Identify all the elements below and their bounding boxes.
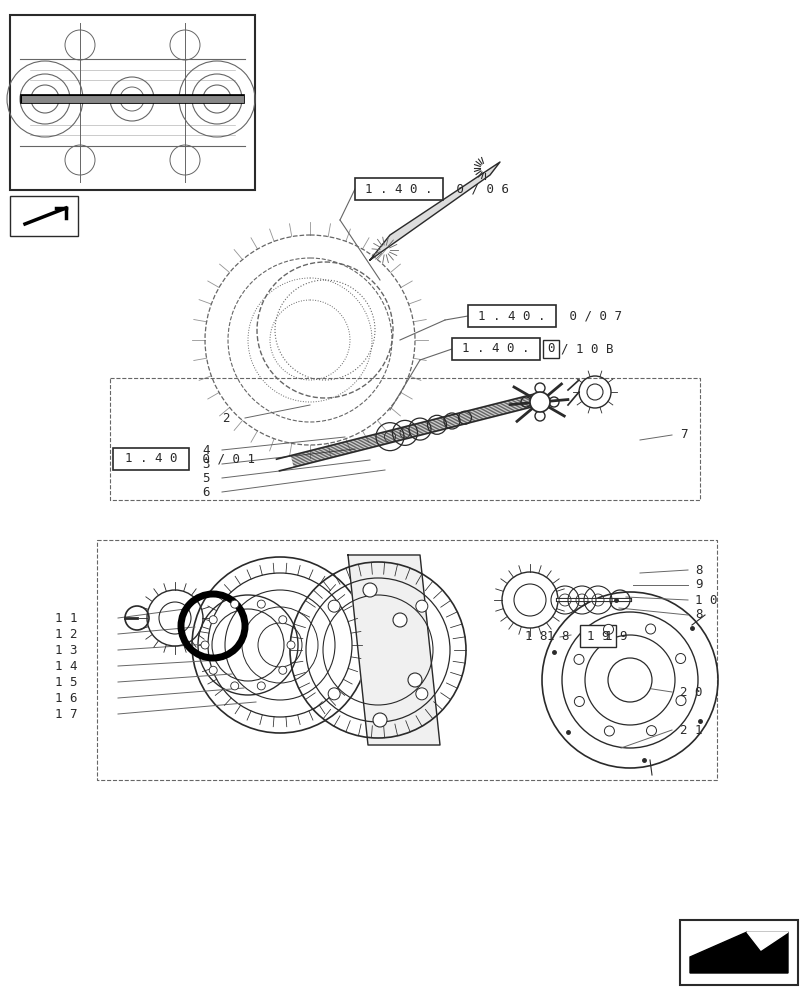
Bar (10, 196, 78, 236)
Bar (113, 448, 189, 470)
Circle shape (257, 682, 265, 690)
Bar (467, 305, 556, 327)
Circle shape (573, 654, 583, 664)
Polygon shape (370, 162, 500, 260)
Circle shape (328, 688, 340, 700)
Text: 8: 8 (694, 564, 702, 576)
Bar (543, 340, 558, 358)
Polygon shape (746, 932, 787, 950)
Text: 2: 2 (222, 412, 230, 424)
Text: 1 3: 1 3 (55, 644, 78, 656)
Bar (452, 338, 539, 360)
Circle shape (286, 641, 294, 649)
Text: 0 / 0 7: 0 / 0 7 (561, 310, 621, 322)
Bar (579, 625, 616, 647)
Circle shape (407, 673, 422, 687)
Text: 1 9: 1 9 (586, 630, 608, 643)
Circle shape (675, 654, 684, 664)
Circle shape (230, 600, 238, 608)
Text: 1 2: 1 2 (55, 628, 78, 641)
Circle shape (415, 688, 427, 700)
Text: 7: 7 (679, 428, 687, 442)
Text: 1 0: 1 0 (694, 593, 717, 606)
Text: 1 . 4 0 .: 1 . 4 0 . (365, 183, 432, 196)
Circle shape (257, 600, 265, 608)
Circle shape (530, 392, 549, 412)
Text: 0 / 0 6: 0 / 0 6 (448, 183, 508, 196)
Circle shape (363, 583, 376, 597)
Text: 3: 3 (202, 458, 210, 471)
Text: 1 8: 1 8 (525, 631, 547, 644)
Text: 1 . 4 0 .: 1 . 4 0 . (478, 310, 545, 322)
Text: 2 0: 2 0 (679, 686, 702, 698)
Text: 8: 8 (694, 608, 702, 621)
Circle shape (607, 658, 651, 702)
Text: 2 1: 2 1 (679, 724, 702, 736)
Text: 1 1: 1 1 (55, 611, 78, 624)
Text: / 1 0 B: / 1 0 B (560, 342, 613, 356)
Circle shape (603, 624, 613, 634)
Bar (10, 15, 255, 190)
Text: 9: 9 (694, 578, 702, 591)
Text: 0 / 0 1: 0 / 0 1 (195, 452, 255, 466)
Circle shape (573, 696, 584, 706)
Text: 5: 5 (202, 472, 210, 485)
Circle shape (230, 682, 238, 690)
Circle shape (372, 713, 387, 727)
Text: 1 6: 1 6 (55, 692, 78, 704)
Text: 1 8: 1 8 (546, 630, 569, 643)
Polygon shape (348, 555, 440, 745)
Circle shape (415, 600, 427, 612)
Polygon shape (20, 206, 68, 226)
Bar (354, 178, 443, 200)
Circle shape (645, 624, 654, 634)
Text: 1 . 4 0 .: 1 . 4 0 . (461, 342, 529, 356)
Circle shape (278, 616, 286, 624)
Polygon shape (689, 932, 787, 973)
Text: 1 5: 1 5 (55, 676, 78, 688)
Text: 0: 0 (547, 342, 554, 356)
Circle shape (209, 616, 217, 624)
Circle shape (209, 666, 217, 674)
Text: 1 7: 1 7 (55, 708, 78, 720)
Circle shape (603, 726, 614, 736)
Text: 4: 4 (202, 444, 210, 456)
Circle shape (646, 726, 655, 736)
Circle shape (328, 600, 340, 612)
Text: 6: 6 (202, 486, 210, 498)
Circle shape (676, 696, 685, 706)
Circle shape (393, 613, 406, 627)
Text: 1 . 4 0: 1 . 4 0 (125, 452, 177, 466)
Circle shape (201, 641, 208, 649)
Text: 1 4: 1 4 (55, 660, 78, 672)
Bar (679, 920, 797, 985)
Text: 1 9: 1 9 (604, 631, 627, 644)
Circle shape (278, 666, 286, 674)
